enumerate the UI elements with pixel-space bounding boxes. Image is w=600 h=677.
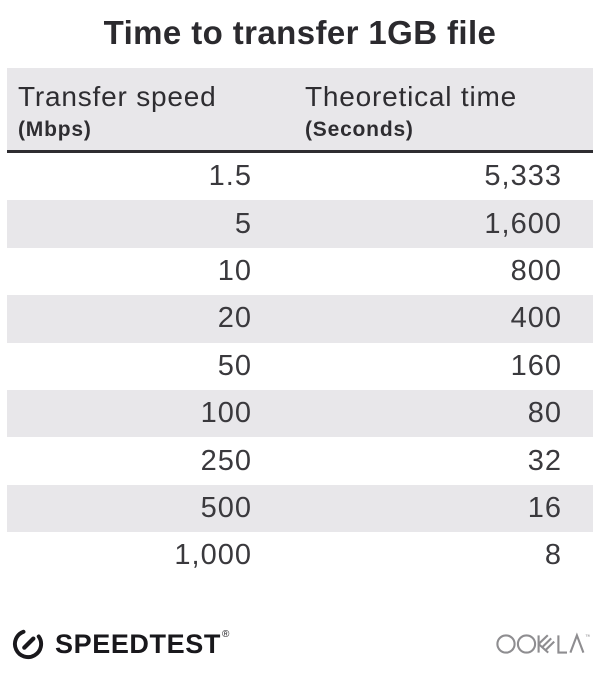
speed-cell: 250 <box>200 444 252 477</box>
page-title: Time to transfer 1GB file <box>103 14 497 51</box>
column-unit: (Seconds) <box>305 118 414 141</box>
table-row: 100 80 <box>7 389 593 438</box>
column-header-theoretical-time: Theoretical time (Seconds) <box>282 68 593 150</box>
transfer-time-table: Transfer speed (Mbps) Theoretical time (… <box>7 68 593 580</box>
speed-cell: 20 <box>217 302 252 335</box>
time-cell: 800 <box>510 254 562 287</box>
column-unit: (Mbps) <box>18 118 92 141</box>
speedtest-wordmark: SPEEDTEST® <box>55 628 230 659</box>
table-row: 500 16 <box>7 484 593 533</box>
speed-cell: 10 <box>217 254 252 287</box>
speedtest-logo: SPEEDTEST® <box>10 626 229 662</box>
table-row: 50 160 <box>7 342 593 390</box>
ookla-logo: ™ <box>496 631 590 656</box>
time-cell: 8 <box>544 539 562 572</box>
column-label: Theoretical time <box>305 81 517 112</box>
time-cell: 1,600 <box>484 207 562 240</box>
time-cell: 32 <box>527 444 562 477</box>
column-header-transfer-speed: Transfer speed (Mbps) <box>7 68 282 150</box>
speed-cell: 500 <box>200 491 252 524</box>
speedometer-gauge-icon <box>10 626 46 662</box>
table-row: 10 800 <box>7 247 593 296</box>
speed-cell: 50 <box>217 349 252 382</box>
speed-cell: 5 <box>234 207 252 240</box>
table-row: 1.5 5,333 <box>7 153 593 201</box>
table-row: 1,000 8 <box>7 532 593 580</box>
time-cell: 400 <box>510 302 562 335</box>
column-label: Transfer speed <box>18 81 217 112</box>
time-cell: 5,333 <box>484 160 562 193</box>
table-row: 250 32 <box>7 437 593 485</box>
time-cell: 80 <box>527 397 562 430</box>
table-row: 5 1,600 <box>7 200 593 248</box>
table-body: 1.5 5,333 5 1,600 10 800 20 400 50 160 1… <box>7 153 593 580</box>
time-cell: 160 <box>510 349 562 382</box>
speed-cell: 1.5 <box>208 160 252 193</box>
table-row: 20 400 <box>7 295 593 343</box>
footer: SPEEDTEST® ™ <box>0 625 600 663</box>
speed-cell: 100 <box>200 397 252 430</box>
ookla-wordmark-icon: ™ <box>496 632 590 654</box>
speed-cell: 1,000 <box>174 539 252 572</box>
trademark-symbol: ™ <box>585 634 590 641</box>
time-cell: 16 <box>527 491 562 524</box>
table-header: Transfer speed (Mbps) Theoretical time (… <box>7 68 593 153</box>
registered-trademark-symbol: ® <box>221 628 230 640</box>
